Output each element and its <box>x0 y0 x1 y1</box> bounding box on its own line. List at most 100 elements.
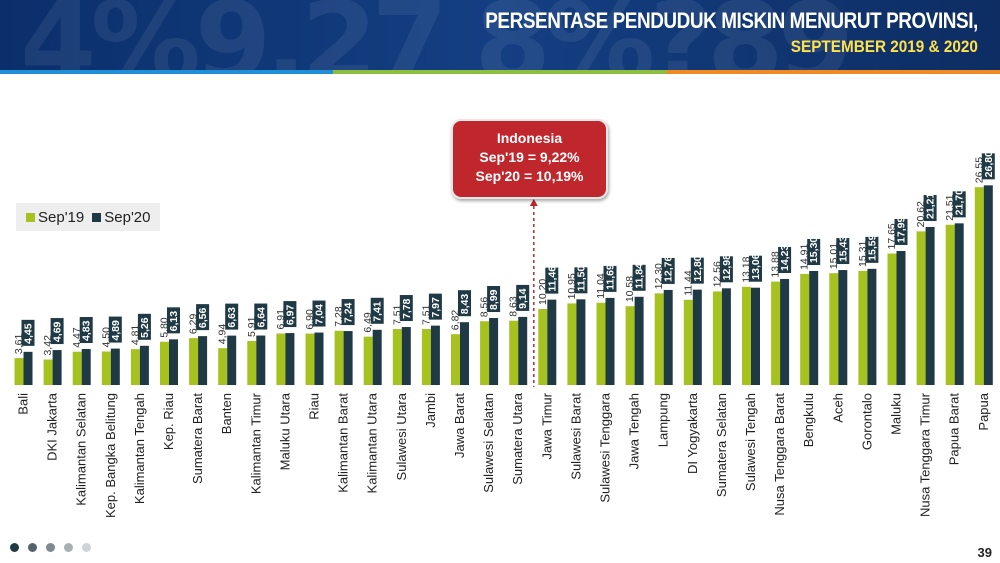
header-banner: 4%9.27 8%?89 PERSENTASE PENDUDUK MISKIN … <box>0 0 1000 70</box>
bar-sep19 <box>945 224 955 385</box>
bar-sep20 <box>110 348 120 385</box>
bar-sep19 <box>712 291 722 385</box>
category-label: Kalimantan Utara <box>365 392 380 493</box>
bar-sep19 <box>43 359 53 385</box>
bar-sep20 <box>838 270 848 385</box>
bar-sep20 <box>169 339 178 385</box>
bar-sep19 <box>334 330 344 385</box>
bar-sep20 <box>518 316 528 385</box>
bar-sep19 <box>160 341 169 385</box>
bar-sep20 <box>23 351 33 385</box>
data-label-sep20: 4,83 <box>81 320 93 341</box>
data-label-box-sep20 <box>225 303 239 330</box>
legend-swatch-sep19 <box>26 212 35 222</box>
bar-sep20 <box>983 185 993 385</box>
bar-sep19 <box>974 187 984 385</box>
data-label-sep20: 17,99 <box>896 217 908 243</box>
category-label: Aceh <box>830 393 845 423</box>
data-label-sep20: 26,80 <box>983 151 995 177</box>
bar-sep20 <box>430 325 440 385</box>
bar-sep19 <box>189 338 199 385</box>
bar-sep19 <box>567 303 577 385</box>
bar-sep19 <box>305 333 315 385</box>
data-label-box-sep20 <box>370 297 384 324</box>
bar-sep20 <box>372 329 382 385</box>
data-label-sep20: 14,23 <box>779 245 791 271</box>
data-label-box-sep20 <box>865 236 879 263</box>
data-label-sep20: 12,98 <box>721 254 733 280</box>
bar-sep19 <box>14 358 24 385</box>
data-label-sep20: 11,69 <box>605 264 617 290</box>
legend-label-sep19: Sep'19 <box>38 208 85 226</box>
bar-sep20 <box>52 350 62 385</box>
category-label: Sulawesi Utara <box>394 392 409 480</box>
bar-sep20 <box>809 271 819 385</box>
callout-sep19: Sep'19 = 9,22% <box>479 149 580 165</box>
data-label-box-sep20 <box>196 304 210 331</box>
bar-sep20 <box>663 289 673 385</box>
bar-sep20 <box>460 322 469 385</box>
bar-sep20 <box>721 288 731 385</box>
progress-dot <box>28 543 37 552</box>
data-label-box-sep20 <box>603 265 617 292</box>
data-label-sep20: 15,59 <box>866 234 878 260</box>
data-label-sep20: 7,24 <box>343 302 355 323</box>
data-label-box-sep20 <box>254 303 268 330</box>
data-label-box-sep20 <box>923 194 937 221</box>
category-label: Sumatera Barat <box>190 393 205 484</box>
data-label-sep20: 21,21 <box>925 193 937 219</box>
bar-sep19 <box>800 273 810 385</box>
data-label-sep19: 5,91 <box>246 316 258 337</box>
category-label: Jawa Tengah <box>627 393 642 469</box>
bar-sep20 <box>139 345 149 385</box>
data-label-sep20: 7,78 <box>401 298 413 319</box>
bar-sep19 <box>247 340 257 385</box>
data-label-sep20: 7,04 <box>314 304 326 325</box>
bar-sep20 <box>81 349 91 385</box>
bar-sep20 <box>954 223 964 385</box>
data-label-box-sep20 <box>981 153 995 180</box>
bar-sep19 <box>421 329 431 385</box>
data-label-box-sep20 <box>341 299 355 326</box>
data-label-sep20: 8,99 <box>488 289 500 310</box>
data-label-box-sep20 <box>79 317 93 344</box>
reference-arrow-icon <box>529 199 538 206</box>
bar-sep19 <box>392 329 402 385</box>
header-stripe-green <box>333 70 667 74</box>
data-label-sep20: 7,97 <box>430 297 442 318</box>
data-label-box-sep20 <box>428 293 442 320</box>
data-label-sep20: 15,30 <box>808 237 820 263</box>
category-label: Sulawesi Tengah <box>743 393 758 491</box>
category-label: Sumatera Utara <box>510 392 525 485</box>
data-label-box-sep20 <box>807 239 821 266</box>
data-label-box-sep20 <box>458 290 471 317</box>
legend-swatch-sep20 <box>92 212 102 222</box>
category-label: Sumatera Selatan <box>714 393 729 497</box>
bar-sep20 <box>343 331 353 385</box>
page-title: PERSENTASE PENDUDUK MISKIN MENURUT PROVI… <box>485 8 978 33</box>
data-label-sep20: 11,46 <box>546 266 558 292</box>
header-stripe-orange <box>667 70 1000 74</box>
bar-sep20 <box>401 327 411 385</box>
bar-sep20 <box>925 226 935 385</box>
category-label: Sulawesi Tenggara <box>598 392 613 502</box>
data-label-sep20: 11,84 <box>634 263 646 289</box>
category-label: Banten <box>219 393 234 434</box>
data-label-box-sep20 <box>545 267 559 294</box>
data-label-box-sep20 <box>487 286 501 313</box>
bar-sep20 <box>576 299 586 385</box>
data-label-sep20: 7,41 <box>372 301 384 322</box>
data-label-sep20: 6,64 <box>255 307 267 328</box>
data-label-box-sep20 <box>719 256 733 283</box>
bar-sep20 <box>692 289 702 385</box>
category-label: Bengkulu <box>801 393 816 447</box>
bar-sep20 <box>780 278 790 385</box>
header-decoration: 4%9.27 8%?89 <box>20 0 854 70</box>
bar-sep19 <box>625 306 635 385</box>
bar-sep20 <box>605 297 615 385</box>
data-label-box-sep20 <box>50 318 64 345</box>
bar-sep19 <box>771 281 781 385</box>
data-label-sep20: 21,70 <box>954 189 966 215</box>
bar-sep19 <box>130 349 140 385</box>
data-label-box-sep20 <box>690 257 704 284</box>
